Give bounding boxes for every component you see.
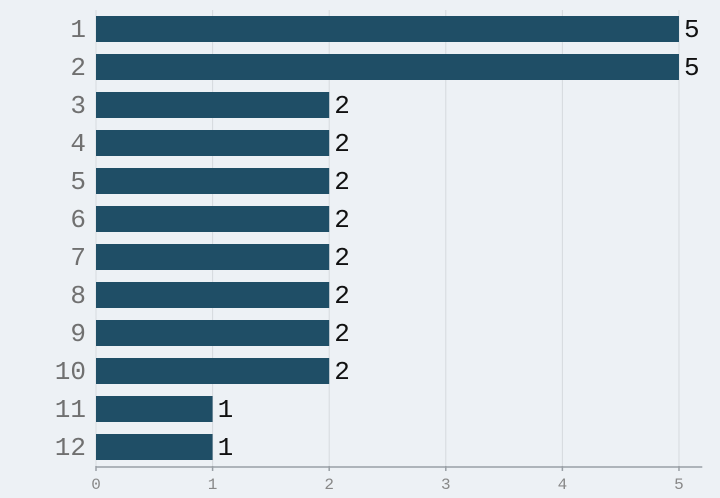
x-tick-label: 5 — [674, 476, 684, 494]
bar — [96, 320, 330, 346]
x-tick-label: 2 — [324, 476, 334, 494]
bars: 1 52 53 24 25 26 27 28 29 210 211 112 1 — [55, 15, 700, 463]
y-tick-label: 10 — [55, 357, 86, 387]
y-tick-label: 2 — [70, 53, 86, 83]
value-label: 2 — [334, 243, 350, 273]
y-tick-label: 8 — [70, 281, 86, 311]
value-label: 2 — [334, 357, 350, 387]
bar — [96, 396, 213, 422]
y-tick-label: 3 — [70, 91, 86, 121]
bar — [96, 130, 330, 156]
bar — [96, 206, 330, 232]
bar — [96, 54, 679, 80]
bar — [96, 358, 330, 384]
value-label: 5 — [684, 15, 700, 45]
y-tick-label: 6 — [70, 205, 86, 235]
y-tick-label: 5 — [70, 167, 86, 197]
y-tick-label: 9 — [70, 319, 86, 349]
y-tick-label: 1 — [70, 15, 86, 45]
bar — [96, 168, 330, 194]
bar — [96, 244, 330, 270]
bar — [96, 434, 213, 460]
bar — [96, 92, 330, 118]
x-tick-label: 3 — [441, 476, 451, 494]
value-label: 2 — [334, 167, 350, 197]
value-label: 2 — [334, 91, 350, 121]
grid: 0 1 2 3 4 5 — [91, 10, 703, 494]
value-label: 2 — [334, 281, 350, 311]
value-label: 2 — [334, 205, 350, 235]
x-tick-label: 1 — [208, 476, 218, 494]
value-label: 1 — [218, 433, 234, 463]
x-tick-label: 4 — [558, 476, 568, 494]
x-tick-label: 0 — [91, 476, 101, 494]
value-label: 5 — [684, 53, 700, 83]
y-tick-label: 4 — [70, 129, 86, 159]
value-label: 1 — [218, 395, 234, 425]
bar — [96, 282, 330, 308]
bar — [96, 16, 679, 42]
value-label: 2 — [334, 319, 350, 349]
value-label: 2 — [334, 129, 350, 159]
y-tick-label: 7 — [70, 243, 86, 273]
y-tick-label: 11 — [55, 395, 86, 425]
y-tick-label: 12 — [55, 433, 86, 463]
